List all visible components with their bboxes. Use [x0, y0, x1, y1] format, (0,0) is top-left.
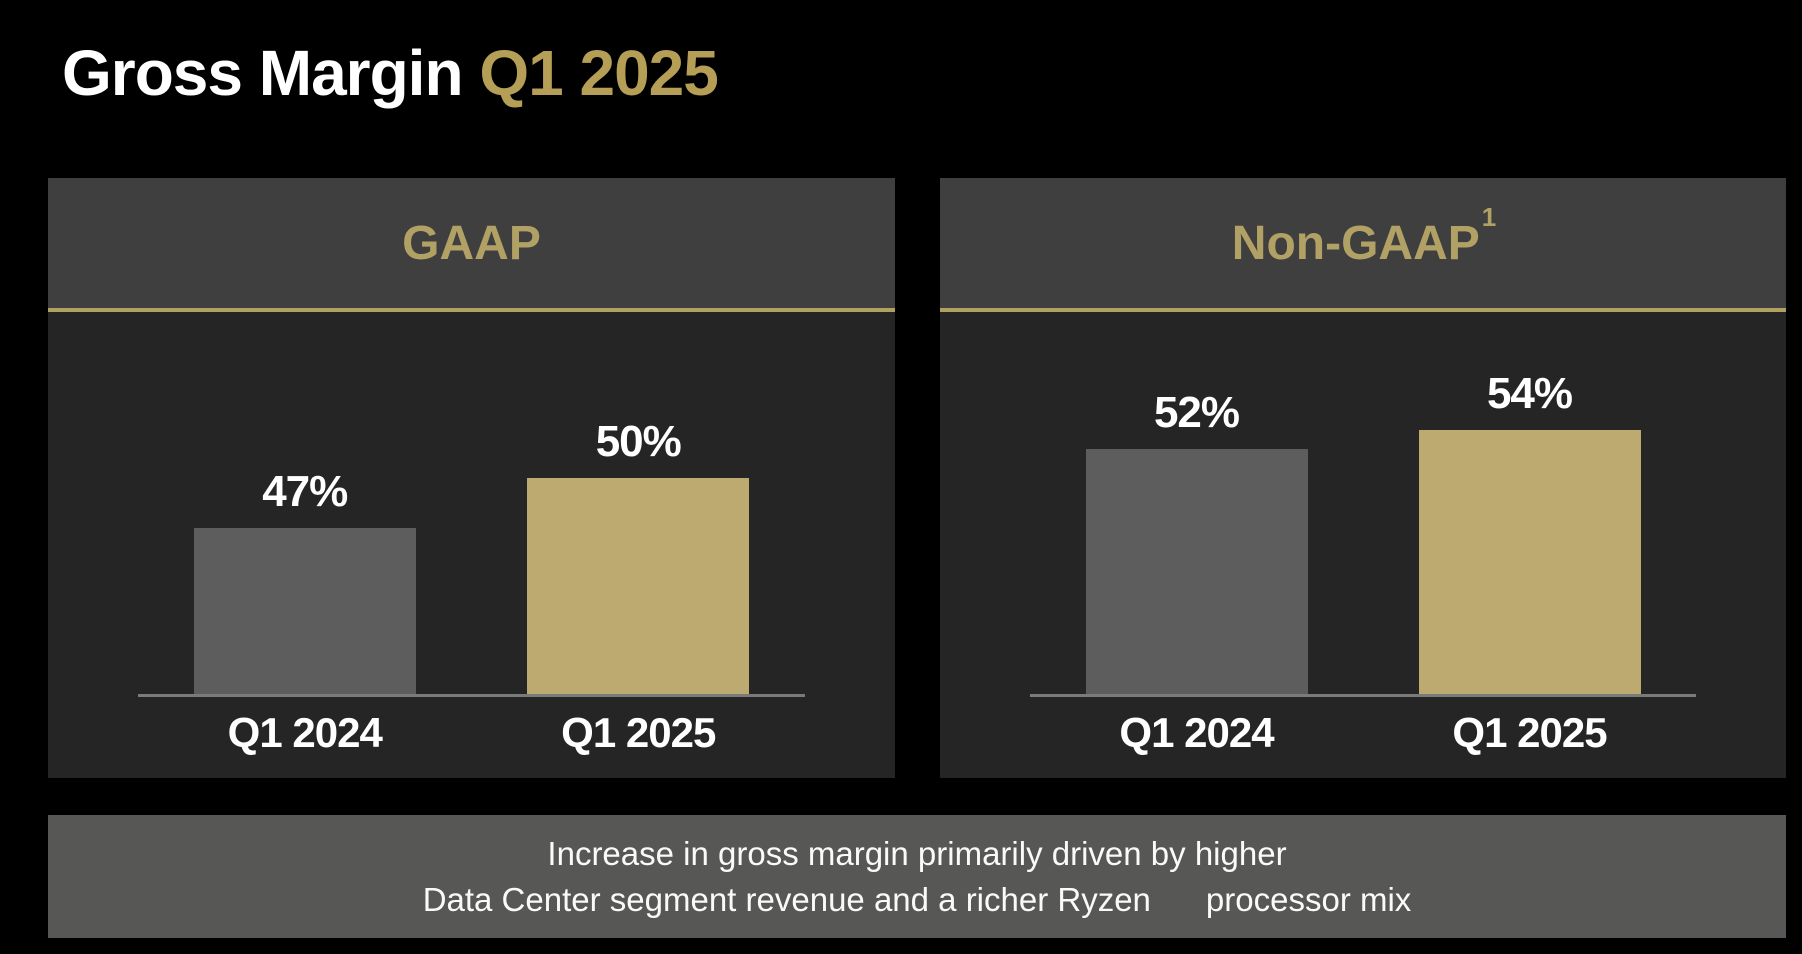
gaap-panel-header: GAAP [48, 178, 895, 312]
bar-slot: 50% [472, 312, 806, 694]
page-title-period: Q1 2025 [479, 37, 719, 109]
bar-value-label: 54% [1486, 369, 1573, 418]
bar-slot: 54% [1363, 312, 1696, 694]
non-gaap-chart-area: 52% 54% Q1 2024 Q1 2025 [940, 312, 1786, 778]
bar-slots: 47% 50% [138, 312, 805, 694]
non-gaap-panel-title-superscript: 1 [1481, 201, 1497, 232]
gaap-panel-title: GAAP [402, 216, 541, 271]
bar-q1-2024 [1085, 449, 1308, 694]
category-label: Q1 2024 [227, 709, 383, 756]
gaap-panel: GAAP 47% 50% Q1 2024 Q1 2025 [48, 178, 895, 778]
page-title: Gross Margin Q1 2025 [62, 37, 719, 109]
bar-q1-2024 [193, 528, 416, 694]
bar-value-label: 47% [262, 467, 348, 516]
category-label: Q1 2025 [561, 709, 716, 756]
bar-slot: 47% [138, 312, 472, 694]
footnote-line-1: Increase in gross margin primarily drive… [547, 834, 1287, 872]
category-labels: Q1 2024 Q1 2025 [1030, 712, 1696, 754]
bar-q1-2025 [1418, 430, 1641, 694]
non-gaap-panel-header: Non-GAAP1 [940, 178, 1786, 312]
category-label: Q1 2024 [1119, 709, 1274, 756]
gaap-chart-area: 47% 50% Q1 2024 Q1 2025 [48, 312, 895, 778]
gaap-x-axis-line [138, 694, 805, 697]
bar-slots: 52% 54% [1030, 312, 1696, 694]
bar-slot: 52% [1030, 312, 1363, 694]
footnote-box: Increase in gross margin primarily drive… [48, 815, 1786, 938]
category-labels: Q1 2024 Q1 2025 [138, 712, 805, 754]
page-title-main: Gross Margin [62, 37, 480, 109]
non-gaap-x-axis-line [1030, 694, 1696, 697]
category-label: Q1 2025 [1452, 709, 1607, 756]
non-gaap-panel-title: Non-GAAP1 [1231, 202, 1496, 271]
non-gaap-panel: Non-GAAP1 52% 54% Q1 2024 Q1 2025 [940, 178, 1786, 778]
gaap-panel-title-text: GAAP [402, 216, 541, 270]
bar-value-label: 52% [1153, 388, 1240, 437]
footnote-line-2: Data Center segment revenue and a richer… [422, 880, 1412, 918]
bar-q1-2025 [527, 478, 750, 694]
non-gaap-panel-title-text: Non-GAAP [1231, 216, 1480, 270]
bar-value-label: 50% [595, 417, 682, 466]
